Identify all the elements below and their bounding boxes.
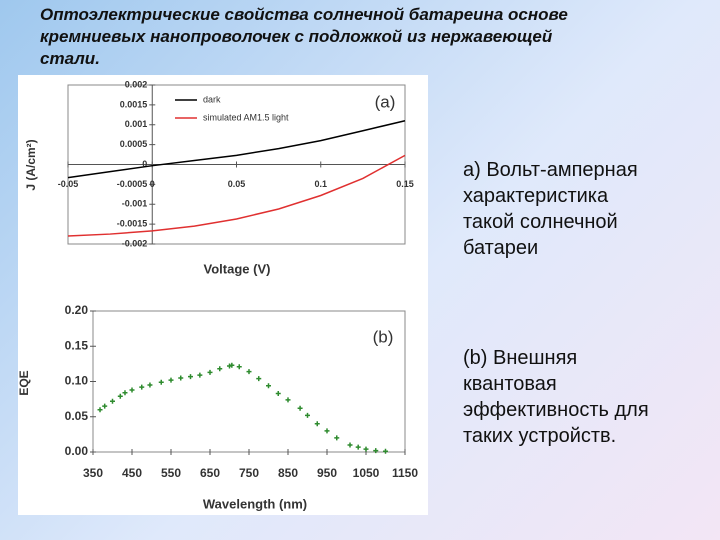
legend-label: simulated AM1.5 light	[203, 112, 289, 122]
data-point	[129, 387, 135, 393]
x-tick-label: 850	[278, 466, 298, 480]
chart-background	[18, 75, 428, 515]
data-point	[305, 412, 310, 418]
y-axis-label: J (A/cm²)	[24, 139, 38, 190]
legend-label: dark	[203, 94, 221, 104]
x-tick-label: 0.15	[396, 179, 414, 189]
data-point	[110, 398, 115, 404]
x-tick-label: 0.1	[314, 179, 327, 189]
x-tick-label: 950	[317, 466, 337, 480]
y-tick-label: -0.001	[122, 199, 148, 209]
data-point	[314, 421, 320, 427]
data-point	[275, 390, 281, 396]
y-tick-label: 0.001	[125, 119, 148, 129]
data-point	[207, 369, 213, 375]
x-tick-label: 550	[161, 466, 181, 480]
data-point	[355, 444, 361, 450]
data-point	[266, 383, 271, 389]
y-tick-label: 0.002	[125, 79, 148, 89]
x-tick-label: 350	[83, 466, 103, 480]
caption: (b) Внешняя квантовая эффективность для …	[463, 347, 649, 447]
data-point	[178, 375, 184, 381]
data-point	[158, 379, 164, 385]
x-tick-label: 0.05	[228, 179, 246, 189]
slide-title: Оптоэлектрические свойства солнечной бат…	[40, 5, 568, 68]
y-tick-label: 0.10	[65, 374, 89, 388]
data-point	[168, 377, 174, 383]
x-tick-label: 1150	[392, 466, 418, 480]
data-point	[188, 374, 193, 380]
data-point	[324, 428, 330, 434]
data-point	[122, 390, 128, 396]
data-point	[147, 382, 153, 388]
x-tick-label: 750	[239, 466, 259, 480]
caption: а) Вольт-амперная характеристика такой с…	[463, 159, 638, 259]
x-axis-label: Voltage (V)	[204, 261, 271, 276]
y-tick-label: 0.05	[65, 409, 89, 423]
data-point	[236, 364, 242, 370]
y-tick-label: 0	[142, 159, 147, 169]
data-point	[197, 372, 203, 378]
data-point	[383, 448, 388, 454]
x-tick-label: 0	[150, 179, 155, 189]
y-tick-label: 0.20	[65, 303, 89, 317]
x-tick-label: 450	[122, 466, 142, 480]
y-tick-label: -0.0005	[117, 179, 148, 189]
data-point	[285, 397, 291, 403]
data-point	[217, 366, 223, 372]
data-point	[139, 384, 145, 390]
x-tick-label: 650	[200, 466, 220, 480]
data-line	[67, 120, 406, 179]
y-tick-label: 0.0005	[120, 139, 148, 149]
annotation: (a)	[375, 92, 396, 111]
x-tick-label: 1050	[353, 466, 380, 480]
y-axis-label: EQE	[17, 370, 31, 395]
y-tick-label: -0.002	[122, 238, 148, 248]
y-tick-label: 0.15	[65, 338, 89, 352]
data-point	[297, 405, 303, 411]
annotation: (b)	[373, 327, 394, 346]
data-point	[97, 407, 103, 413]
y-tick-label: 0.0015	[120, 99, 148, 109]
data-point	[246, 369, 252, 375]
x-tick-label: -0.05	[58, 179, 79, 189]
data-point	[102, 403, 108, 409]
data-point	[373, 448, 379, 454]
data-point	[363, 446, 369, 452]
data-point	[117, 393, 123, 399]
y-tick-label: 0.00	[65, 444, 89, 458]
data-point	[256, 376, 262, 382]
data-line	[67, 154, 406, 237]
x-axis-label: Wavelength (nm)	[203, 496, 307, 511]
y-tick-label: -0.0015	[117, 219, 148, 229]
data-point	[334, 435, 340, 441]
data-point	[229, 362, 235, 368]
data-point	[347, 442, 353, 448]
